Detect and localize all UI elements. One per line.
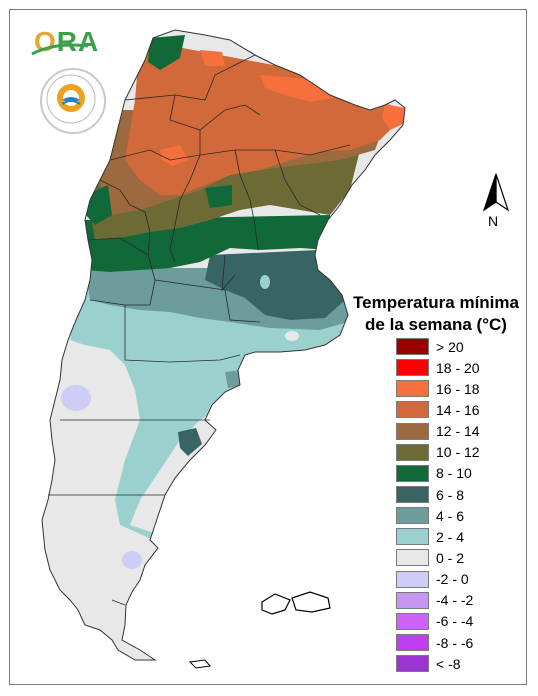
legend-label: 4 - 6 — [436, 507, 465, 524]
legend-item: 14 - 16 — [396, 399, 516, 420]
legend-item: -6 - -4 — [396, 611, 516, 632]
legend-item: 18 - 20 — [396, 357, 516, 378]
legend-label: 16 - 18 — [436, 380, 480, 397]
legend-item: 0 - 2 — [396, 547, 516, 568]
north-label: N — [488, 213, 499, 229]
legend-label: -4 - -2 — [436, 592, 474, 609]
legend-item: -4 - -2 — [396, 590, 516, 611]
legend-item: 4 - 6 — [396, 505, 516, 526]
legend-swatch — [396, 486, 429, 504]
legend-item: > 20 — [396, 336, 516, 357]
legend-swatch — [396, 401, 429, 419]
smn-seal-icon — [40, 68, 106, 134]
legend-item: < -8 — [396, 653, 516, 674]
legend-swatch — [396, 655, 429, 673]
legend-item: 6 - 8 — [396, 484, 516, 505]
legend-swatch — [396, 443, 429, 461]
legend-label: -8 - -6 — [436, 634, 474, 651]
legend-swatch — [396, 591, 429, 609]
legend-swatch — [396, 464, 429, 482]
legend-item: 8 - 10 — [396, 463, 516, 484]
legend-label: 10 - 12 — [436, 444, 480, 461]
legend-title-line1: Temperatura mínima — [353, 293, 519, 312]
legend-label: 8 - 10 — [436, 465, 472, 482]
legend-label: 6 - 8 — [436, 486, 465, 503]
legend-swatch — [396, 507, 429, 525]
legend-swatch — [396, 549, 429, 567]
legend-label: 14 - 16 — [436, 401, 480, 418]
legend-title: Temperatura mínima de la semana (°C) — [346, 292, 526, 336]
legend-label: 0 - 2 — [436, 549, 465, 566]
ora-swoosh-icon — [31, 43, 89, 56]
legend-swatch — [396, 634, 429, 652]
legend-label: -6 - -4 — [436, 613, 474, 630]
legend-swatch — [396, 422, 429, 440]
legend-label: -2 - 0 — [436, 571, 469, 588]
legend-item: 10 - 12 — [396, 442, 516, 463]
legend-item: 12 - 14 — [396, 421, 516, 442]
legend-swatch — [396, 570, 429, 588]
legend-item: 2 - 4 — [396, 526, 516, 547]
legend-item: -2 - 0 — [396, 569, 516, 590]
north-arrow-icon — [482, 173, 510, 212]
legend-title-line2: de la semana (°C) — [365, 315, 507, 334]
legend-item: -8 - -6 — [396, 632, 516, 653]
legend-swatch — [396, 359, 429, 377]
legend-label: 2 - 4 — [436, 528, 465, 545]
ora-logo: ORA — [34, 26, 100, 57]
legend-label: 12 - 14 — [436, 423, 480, 440]
legend-item: 16 - 18 — [396, 378, 516, 399]
legend-label: < -8 — [436, 655, 461, 672]
legend-swatch — [396, 338, 429, 356]
legend-swatch — [396, 612, 429, 630]
legend-label: 18 - 20 — [436, 359, 480, 376]
legend-swatch — [396, 380, 429, 398]
legend-swatch — [396, 528, 429, 546]
temperature-legend: > 20 18 - 20 16 - 18 14 - 16 12 - 14 10 … — [396, 336, 516, 674]
legend-label: > 20 — [436, 338, 464, 355]
